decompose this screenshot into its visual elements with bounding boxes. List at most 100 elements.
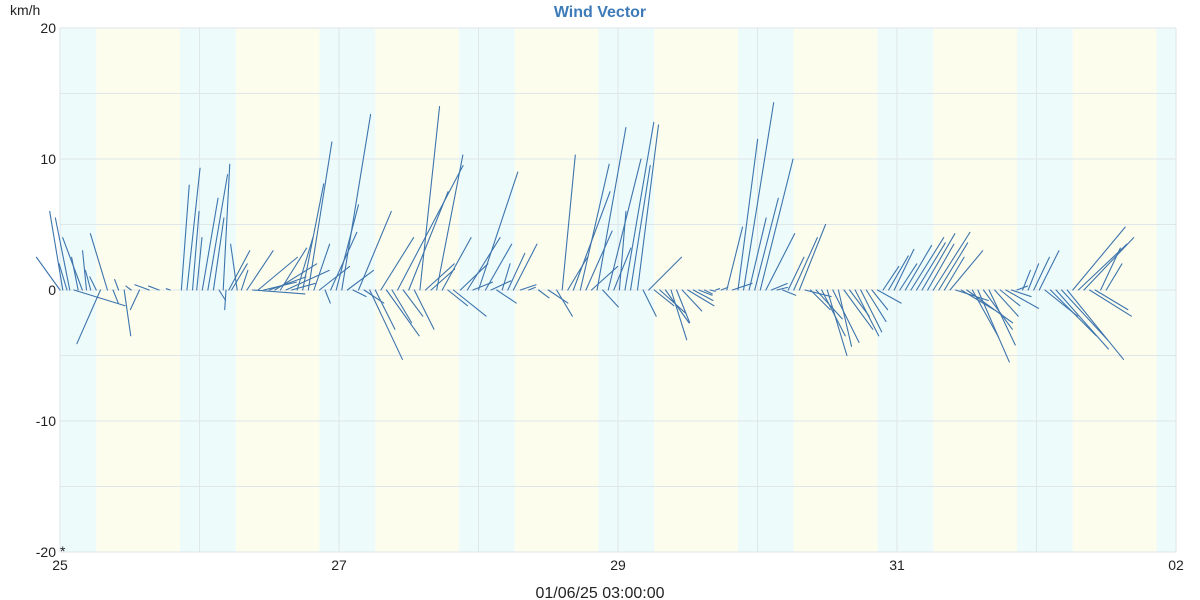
wind-vector-136 — [837, 289, 853, 347]
wind-vector-32 — [230, 243, 238, 291]
wind-vector-39 — [274, 263, 318, 291]
wind-vector-19 — [165, 288, 171, 291]
wind-vector-56 — [369, 289, 403, 360]
wind-vector-135 — [832, 289, 860, 343]
wind-vector-72 — [459, 263, 489, 291]
wind-vector-90 — [579, 163, 610, 291]
wind-vector-109 — [687, 289, 715, 307]
wind-vector-54 — [357, 210, 392, 291]
wind-vector-177 — [1066, 289, 1125, 360]
wind-vector-14 — [123, 289, 132, 337]
wind-vector-160 — [971, 289, 1000, 338]
wind-vector-121 — [754, 197, 779, 291]
wind-vector-43 — [296, 237, 314, 291]
wind-vector-175 — [1055, 289, 1109, 350]
wind-vector-156 — [949, 250, 984, 291]
wind-vector-52 — [346, 269, 375, 291]
wind-vector-23 — [196, 237, 203, 291]
wind-vector-26 — [212, 217, 225, 291]
wind-vector-155 — [943, 256, 965, 291]
wind-vector-91 — [585, 230, 613, 291]
x-tick-label: 31 — [889, 557, 905, 573]
wind-vector-82 — [519, 284, 537, 291]
wind-vector-169 — [1021, 269, 1031, 291]
wind-vector-122 — [759, 158, 794, 291]
wind-vector-178 — [1072, 226, 1126, 291]
wind-vector-68 — [436, 154, 464, 291]
wind-vector-17 — [134, 284, 150, 291]
wind-vector-94 — [602, 289, 619, 308]
wind-vector-33 — [240, 269, 249, 291]
y-tick-label: 10 — [40, 151, 56, 167]
wind-vector-129 — [798, 223, 827, 291]
wind-vector-86 — [556, 289, 573, 317]
wind-vector-67 — [430, 268, 456, 291]
wind-vector-41 — [285, 269, 330, 291]
wind-vector-21 — [186, 167, 201, 291]
wind-vector-36 — [257, 256, 298, 291]
wind-vector-71 — [452, 289, 487, 317]
wind-vector-7 — [82, 250, 88, 291]
wind-vector-28 — [222, 163, 231, 291]
wind-vector-48 — [324, 289, 331, 304]
wind-vector-153 — [932, 231, 971, 291]
wind-vector-78 — [496, 289, 517, 304]
wind-vector-18 — [148, 285, 160, 291]
wind-vector-144 — [882, 265, 900, 291]
wind-vector-35 — [251, 289, 306, 295]
wind-vector-111 — [698, 289, 713, 296]
wind-vector-105 — [664, 289, 690, 324]
wind-vector-117 — [731, 282, 753, 291]
wind-vector-102 — [648, 256, 682, 291]
wind-vector-4 — [73, 289, 126, 307]
wind-vector-75 — [477, 171, 519, 291]
wind-vector-167 — [1010, 289, 1032, 298]
wind-vector-152 — [927, 243, 955, 291]
wind-vector-181 — [1088, 289, 1132, 317]
wind-vector-79 — [501, 263, 511, 291]
wind-vector-38 — [268, 276, 307, 291]
wind-vector-70 — [447, 289, 469, 307]
wind-vector-126 — [782, 289, 797, 296]
wind-vector-139 — [854, 289, 880, 337]
wind-vector-130 — [804, 289, 832, 298]
wind-vector-85 — [547, 289, 569, 304]
wind-vector-151 — [921, 233, 956, 291]
wind-vector-137 — [843, 289, 874, 330]
y-tick-label: -20 — [36, 544, 56, 560]
wind-vector-81 — [512, 243, 538, 291]
wind-vector-9 — [89, 276, 97, 291]
wind-vector-40 — [279, 247, 308, 291]
wind-vector-103 — [653, 289, 675, 307]
wind-vector-88 — [567, 256, 588, 291]
wind-vector-110 — [692, 289, 714, 302]
wind-vector-44 — [302, 183, 325, 291]
wind-vector-170 — [1027, 263, 1040, 291]
wind-vector-13 — [114, 278, 120, 291]
wind-vector-146 — [893, 248, 915, 291]
wind-vector-77 — [490, 280, 512, 291]
wind-vector-66 — [424, 263, 455, 291]
wind-vector-166 — [1005, 289, 1040, 309]
wind-vector-61 — [397, 165, 464, 291]
wind-vector-20 — [180, 184, 190, 291]
wind-vector-112 — [703, 289, 713, 295]
wind-vector-65 — [419, 106, 441, 291]
x-tick-label: 27 — [331, 557, 347, 573]
wind-vector-57 — [374, 289, 396, 330]
wind-vector-22 — [191, 210, 200, 291]
x-tick-label: 29 — [610, 557, 626, 573]
vector-series — [35, 102, 1135, 363]
wind-vector-147 — [899, 263, 918, 291]
wind-vector-2 — [58, 263, 68, 291]
cursor-marker: * — [60, 543, 66, 559]
wind-vector-69 — [441, 237, 472, 291]
wind-vector-96 — [613, 247, 632, 291]
wind-vector-106 — [670, 289, 688, 341]
cursor-time-label: 01/06/25 03:00:00 — [535, 585, 664, 600]
wind-vector-87 — [561, 154, 576, 291]
wind-vector-143 — [876, 289, 902, 304]
wind-vector-50 — [335, 204, 360, 291]
